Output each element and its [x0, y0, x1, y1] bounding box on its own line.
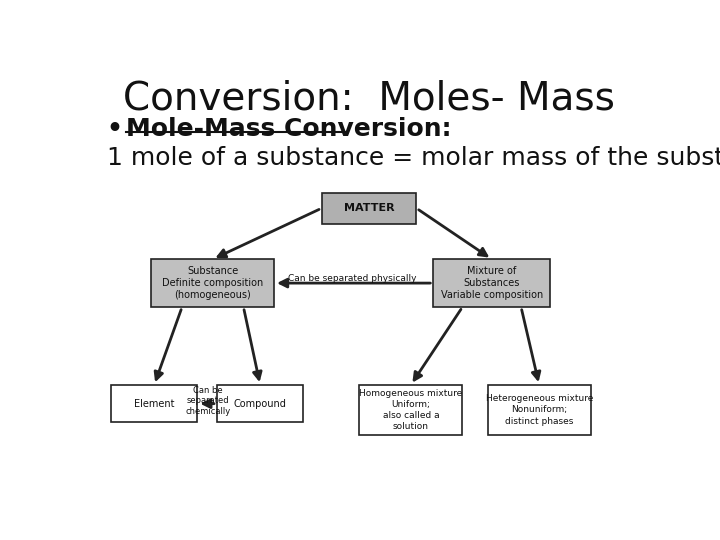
Text: Conversion:  Moles- Mass: Conversion: Moles- Mass: [123, 79, 615, 117]
FancyBboxPatch shape: [111, 385, 197, 422]
Text: Element: Element: [134, 399, 174, 409]
Text: Compound: Compound: [234, 399, 287, 409]
FancyBboxPatch shape: [217, 385, 303, 422]
Text: Can be
separated
chemically: Can be separated chemically: [186, 386, 231, 416]
Text: •: •: [107, 117, 122, 141]
Text: MATTER: MATTER: [343, 203, 395, 213]
FancyBboxPatch shape: [151, 259, 274, 307]
Text: Homogeneous mixture
Uniform;
also called a
solution: Homogeneous mixture Uniform; also called…: [359, 389, 462, 431]
Text: Mixture of
Substances
Variable composition: Mixture of Substances Variable compositi…: [441, 266, 543, 300]
FancyBboxPatch shape: [487, 385, 591, 435]
Text: Mole-Mass Conversion:: Mole-Mass Conversion:: [126, 117, 461, 141]
Text: Can be separated physically: Can be separated physically: [288, 274, 416, 284]
Text: Heterogeneous mixture
Nonuniform;
distinct phases: Heterogeneous mixture Nonuniform; distin…: [485, 394, 593, 426]
FancyBboxPatch shape: [359, 385, 462, 435]
Text: 1 mole of a substance = molar mass of the substance: 1 mole of a substance = molar mass of th…: [107, 146, 720, 170]
FancyBboxPatch shape: [322, 193, 416, 224]
Text: Substance
Definite composition
(homogeneous): Substance Definite composition (homogene…: [162, 266, 264, 300]
FancyBboxPatch shape: [433, 259, 550, 307]
